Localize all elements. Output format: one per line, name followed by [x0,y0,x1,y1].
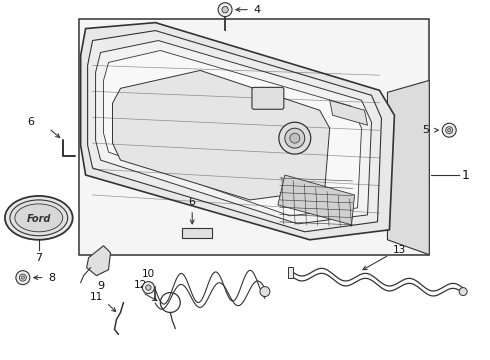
Text: 3: 3 [311,93,318,103]
Text: 5: 5 [422,125,429,135]
Circle shape [143,282,154,293]
Polygon shape [81,23,394,240]
Polygon shape [113,71,330,200]
FancyBboxPatch shape [252,87,284,109]
Text: 4: 4 [253,5,260,15]
Text: Ford: Ford [26,214,51,224]
Circle shape [459,288,467,296]
Circle shape [222,6,228,13]
Polygon shape [88,31,382,232]
Circle shape [442,123,456,137]
Circle shape [20,274,26,281]
Ellipse shape [5,196,73,240]
Polygon shape [87,246,111,276]
Circle shape [146,285,151,290]
Polygon shape [278,175,355,225]
Text: 8: 8 [48,273,55,283]
Polygon shape [182,228,212,238]
Ellipse shape [10,200,68,236]
Circle shape [22,276,24,279]
Polygon shape [288,267,293,278]
Circle shape [290,133,300,143]
Polygon shape [388,80,429,255]
Text: 7: 7 [35,253,42,263]
Text: 6: 6 [27,117,34,127]
Circle shape [448,129,451,132]
Circle shape [260,287,270,297]
Polygon shape [330,100,368,125]
Text: 13: 13 [392,245,406,255]
Circle shape [285,128,305,148]
Text: 1: 1 [462,168,470,181]
Polygon shape [96,41,371,224]
Text: 6: 6 [189,197,196,207]
Circle shape [279,122,311,154]
Circle shape [16,271,30,285]
Polygon shape [103,50,362,216]
Circle shape [446,127,453,134]
Text: 2: 2 [341,141,348,151]
Ellipse shape [15,204,63,232]
Circle shape [218,3,232,17]
Text: 12: 12 [134,280,147,289]
Text: 10: 10 [142,269,155,279]
Text: 9: 9 [97,280,104,291]
Text: 11: 11 [90,292,103,302]
Polygon shape [78,19,429,255]
